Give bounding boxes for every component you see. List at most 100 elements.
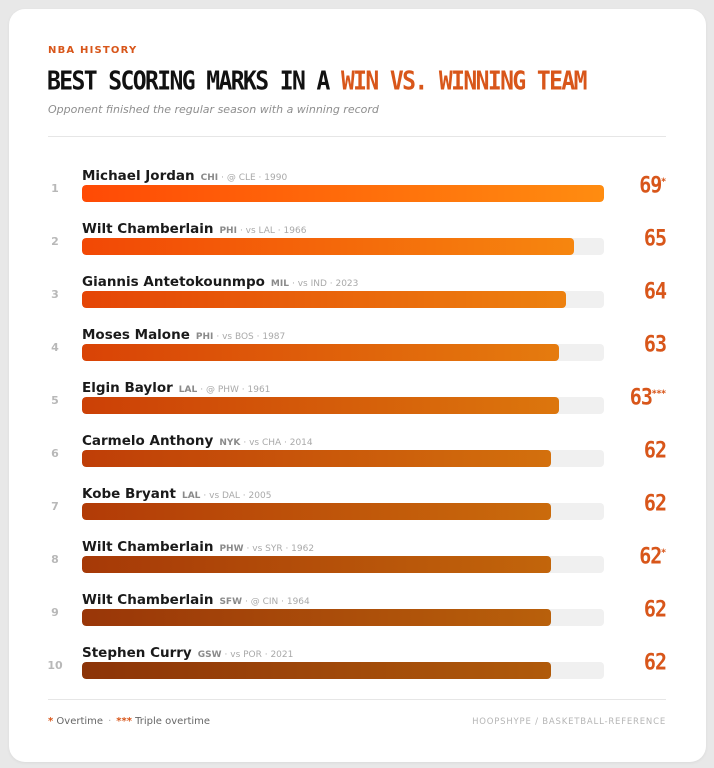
- bar: [82, 185, 604, 202]
- player-name: Moses Malone: [82, 327, 190, 343]
- bar-track: [82, 609, 604, 626]
- bar-row: 1 Michael Jordan CHI · @ CLE · 1990 69*: [9, 168, 706, 224]
- team-abbr: LAL: [181, 491, 201, 501]
- player-name: Kobe Bryant: [82, 486, 176, 502]
- bar-row: 8 Wilt Chamberlain PHW · vs SYR · 1962 62*: [9, 539, 706, 595]
- bar-track: [82, 662, 604, 679]
- points-value: 63***: [629, 383, 666, 411]
- source-credit: HOOPSHYPE / BASKETBALL-REFERENCE: [472, 717, 666, 727]
- team-abbr: CHI: [200, 173, 219, 183]
- game-info: · @ CLE · 1990: [221, 173, 288, 183]
- player-line: Elgin Baylor LAL · @ PHW · 1961: [82, 377, 270, 396]
- bar-track: [82, 344, 604, 361]
- legend-separator: ·: [108, 716, 112, 727]
- overtime-mark: *: [661, 547, 666, 559]
- bar-track: [82, 450, 604, 467]
- rank-label: 5: [51, 394, 59, 407]
- rank-label: 3: [51, 288, 59, 301]
- player-name: Wilt Chamberlain: [82, 539, 214, 555]
- points-value: 64: [643, 277, 667, 305]
- rank-label: 2: [51, 235, 59, 248]
- overtime-mark: ***: [651, 388, 666, 400]
- player-line: Michael Jordan CHI · @ CLE · 1990: [82, 165, 287, 184]
- bottom-divider: [48, 699, 666, 700]
- bar: [82, 609, 552, 626]
- points-value: 65: [643, 224, 667, 252]
- bar: [82, 450, 552, 467]
- bar-row: 6 Carmelo Anthony NYK · vs CHA · 2014 62: [9, 433, 706, 489]
- rank-label: 1: [51, 182, 59, 195]
- chart-subtitle: Opponent finished the regular season wit…: [48, 103, 379, 116]
- player-name: Stephen Curry: [82, 645, 192, 661]
- bar-row: 2 Wilt Chamberlain PHI · vs LAL · 1966 65: [9, 221, 706, 277]
- player-line: Stephen Curry GSW · vs POR · 2021: [82, 642, 293, 661]
- points-value: 62: [643, 648, 667, 676]
- team-abbr: PHI: [195, 332, 214, 342]
- bar-track: [82, 185, 604, 202]
- bar-track: [82, 397, 604, 414]
- points-value: 62: [643, 436, 667, 464]
- bar-row: 3 Giannis Antetokounmpo MIL · vs IND · 2023…: [9, 274, 706, 330]
- bar-row: 5 Elgin Baylor LAL · @ PHW · 1961 63***: [9, 380, 706, 436]
- bar-row: 7 Kobe Bryant LAL · vs DAL · 2005 62: [9, 486, 706, 542]
- team-abbr: PHW: [219, 544, 244, 554]
- player-line: Wilt Chamberlain PHW · vs SYR · 1962: [82, 536, 314, 555]
- bar-row: 4 Moses Malone PHI · vs BOS · 1987 63: [9, 327, 706, 383]
- legend-ot-label: Overtime: [56, 716, 104, 727]
- team-abbr: GSW: [197, 650, 222, 660]
- team-abbr: MIL: [270, 279, 289, 289]
- points-value: 62: [643, 595, 667, 623]
- player-name: Wilt Chamberlain: [82, 221, 214, 237]
- overtime-mark: *: [661, 176, 666, 188]
- bar: [82, 556, 552, 573]
- player-name: Wilt Chamberlain: [82, 592, 214, 608]
- team-abbr: SFW: [219, 597, 243, 607]
- kicker: NBA HISTORY: [48, 45, 138, 56]
- game-info: · vs BOS · 1987: [216, 332, 286, 342]
- player-name: Michael Jordan: [82, 168, 195, 184]
- title-main: BEST SCORING MARKS IN A: [47, 67, 341, 97]
- team-abbr: LAL: [178, 385, 198, 395]
- player-line: Wilt Chamberlain SFW · @ CIN · 1964: [82, 589, 310, 608]
- bar-row: 10 Stephen Curry GSW · vs POR · 2021 62: [9, 645, 706, 701]
- bar-row: 9 Wilt Chamberlain SFW · @ CIN · 1964 62: [9, 592, 706, 648]
- chart-card: NBA HISTORY BEST SCORING MARKS IN A WIN …: [9, 9, 706, 762]
- points-value: 62*: [639, 542, 666, 570]
- bar-track: [82, 238, 604, 255]
- bar: [82, 344, 559, 361]
- points-value: 63: [643, 330, 667, 358]
- bar: [82, 238, 574, 255]
- player-line: Wilt Chamberlain PHI · vs LAL · 1966: [82, 218, 306, 237]
- bar: [82, 503, 552, 520]
- game-info: · vs SYR · 1962: [246, 544, 315, 554]
- legend: * Overtime · *** Triple overtime: [48, 716, 210, 727]
- rank-label: 7: [51, 500, 59, 513]
- player-line: Moses Malone PHI · vs BOS · 1987: [82, 324, 285, 343]
- player-name: Carmelo Anthony: [82, 433, 214, 449]
- legend-ot-mark: *: [48, 716, 54, 727]
- game-info: · vs LAL · 1966: [239, 226, 307, 236]
- team-abbr: PHI: [219, 226, 237, 236]
- bar-track: [82, 503, 604, 520]
- game-info: · vs DAL · 2005: [203, 491, 272, 501]
- player-line: Kobe Bryant LAL · vs DAL · 2005: [82, 483, 271, 502]
- player-name: Elgin Baylor: [82, 380, 173, 396]
- top-divider: [48, 136, 666, 137]
- game-info: · vs CHA · 2014: [243, 438, 313, 448]
- bar: [82, 397, 559, 414]
- player-line: Giannis Antetokounmpo MIL · vs IND · 2023: [82, 271, 358, 290]
- chart-title: BEST SCORING MARKS IN A WIN VS. WINNING …: [47, 67, 587, 97]
- legend-tot-label: Triple overtime: [135, 716, 211, 727]
- bar-track: [82, 291, 604, 308]
- game-info: · @ CIN · 1964: [245, 597, 310, 607]
- team-abbr: NYK: [219, 438, 241, 448]
- game-info: · @ PHW · 1961: [200, 385, 271, 395]
- player-name: Giannis Antetokounmpo: [82, 274, 265, 290]
- points-value: 69*: [639, 171, 666, 199]
- rank-label: 9: [51, 606, 59, 619]
- rank-label: 6: [51, 447, 59, 460]
- rank-label: 8: [51, 553, 59, 566]
- game-info: · vs IND · 2023: [291, 279, 359, 289]
- game-info: · vs POR · 2021: [224, 650, 294, 660]
- legend-tot-mark: ***: [116, 716, 132, 727]
